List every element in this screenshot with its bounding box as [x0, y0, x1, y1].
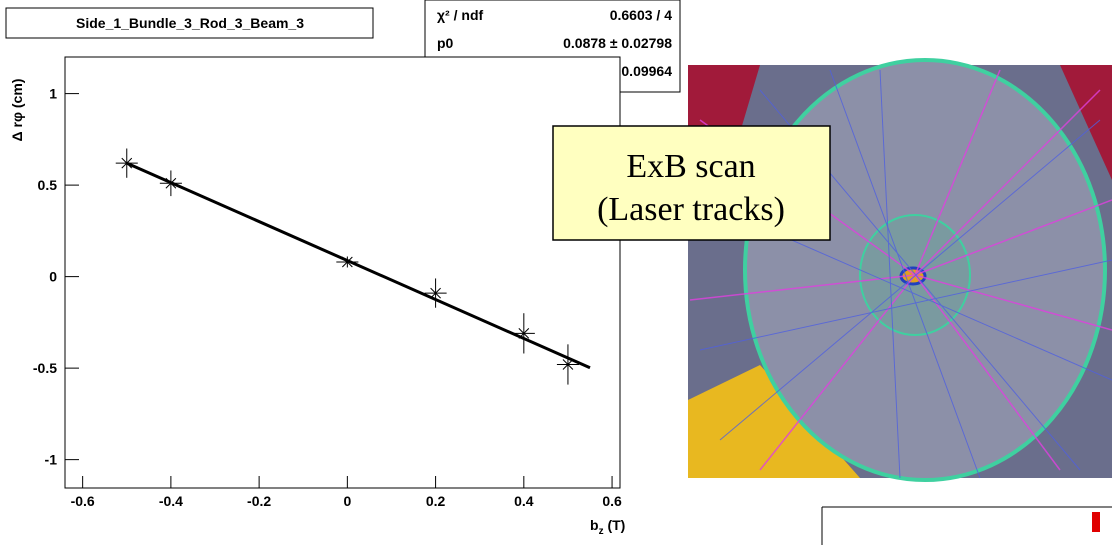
stats-value: 0.6603 / 4 — [610, 7, 672, 23]
annotation-line: (Laser tracks) — [597, 191, 785, 228]
y-tick-label: 1 — [49, 86, 57, 102]
x-axis-label-part: b — [590, 517, 599, 533]
event-display-image — [688, 58, 1112, 482]
marker-stroke — [430, 287, 441, 299]
plot-area: -0.6 -0.4 -0.2 0 0.2 0.4 0.6 -1 -0.5 0 0.5 1 bz (T) Δ… — [9, 79, 625, 537]
data-point — [562, 359, 574, 370]
annotation-box — [552, 125, 831, 241]
x-tick-label: 0.6 — [602, 493, 622, 509]
stats-name: χ² / ndf — [437, 7, 483, 23]
ruler-fragment — [821, 506, 1112, 545]
x-axis-label-part: (T) — [604, 517, 626, 533]
data-point — [165, 177, 177, 189]
y-axis-label: Δ rφ (cm) — [9, 79, 25, 142]
marker-stroke — [121, 157, 133, 169]
data-point — [430, 287, 441, 299]
data-point — [341, 256, 353, 268]
marker-stroke — [165, 177, 177, 189]
marker-stroke — [562, 359, 574, 370]
y-tick-label: -0.5 — [33, 360, 57, 376]
stats-value: 0.0878 ± 0.02798 — [563, 35, 672, 51]
chart-title: Side_1_Bundle_3_Rod_3_Beam_3 — [76, 15, 304, 31]
title-box — [5, 7, 374, 39]
y-tick-label: -1 — [45, 452, 58, 468]
x-tick-label: 0.4 — [514, 493, 534, 509]
x-tick-label: 0 — [343, 493, 351, 509]
annotation-line: ExB scan — [626, 148, 755, 185]
x-axis-label: bz (T) — [590, 517, 625, 537]
y-tick-label: 0 — [49, 269, 57, 285]
data-point — [518, 327, 530, 339]
x-tick-label: -0.6 — [71, 493, 95, 509]
marker-stroke — [341, 256, 353, 268]
data-point — [121, 157, 133, 169]
plot-frame — [64, 56, 621, 489]
x-axis-label-part: z — [599, 526, 604, 537]
x-tick-label: -0.4 — [159, 493, 183, 509]
x-tick-label: -0.2 — [247, 493, 271, 509]
y-tick-label: 0.5 — [38, 177, 58, 193]
marker-stroke — [518, 327, 530, 339]
stats-name: p0 — [437, 35, 454, 51]
x-tick-label: 0.2 — [426, 493, 446, 509]
